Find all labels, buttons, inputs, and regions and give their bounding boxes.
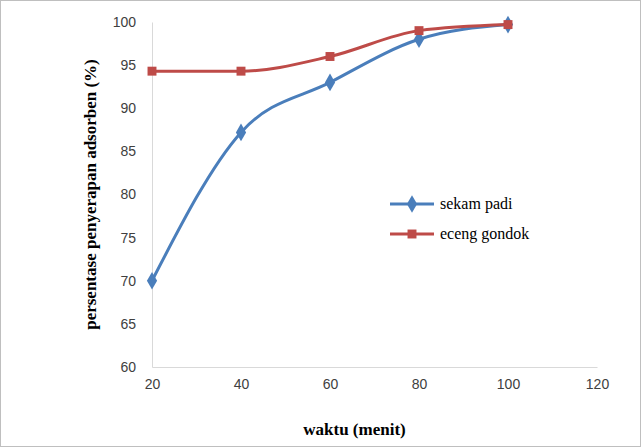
x-axis-title: waktu (menit) bbox=[303, 420, 405, 439]
series-marker bbox=[504, 20, 513, 29]
x-tick-label: 80 bbox=[412, 376, 428, 392]
legend-marker bbox=[407, 195, 417, 213]
y-tick-label: 65 bbox=[120, 316, 136, 332]
y-tick-label: 60 bbox=[120, 359, 136, 375]
x-tick-label: 100 bbox=[497, 376, 521, 392]
y-axis: 60 65 70 75 80 85 90 95 100 bbox=[113, 14, 153, 375]
series-line bbox=[152, 25, 508, 281]
y-tick: 80 bbox=[120, 186, 152, 202]
legend-item: sekam padi bbox=[390, 195, 513, 213]
x-tick: 40 bbox=[234, 367, 250, 392]
x-tick: 20 bbox=[145, 367, 161, 392]
y-tick-label: 95 bbox=[120, 57, 136, 73]
marks bbox=[147, 16, 513, 290]
y-tick: 95 bbox=[120, 57, 152, 73]
y-tick-label: 100 bbox=[113, 14, 137, 30]
y-tick: 85 bbox=[120, 143, 152, 159]
x-tick: 80 bbox=[412, 367, 428, 392]
series-marker bbox=[148, 67, 157, 76]
series-marker bbox=[503, 16, 513, 34]
x-axis: 20 40 60 80 100 120 bbox=[145, 367, 610, 392]
x-tick-label: 60 bbox=[323, 376, 339, 392]
x-tick: 60 bbox=[323, 367, 339, 392]
y-tick-label: 85 bbox=[120, 143, 136, 159]
x-tick-label: 20 bbox=[145, 376, 161, 392]
chart-border bbox=[1, 1, 641, 447]
x-tick: 120 bbox=[586, 367, 610, 392]
series-marker bbox=[415, 26, 424, 35]
y-tick-label: 75 bbox=[120, 230, 136, 246]
y-tick: 65 bbox=[120, 316, 152, 332]
series-marker bbox=[147, 272, 157, 290]
series-marker bbox=[237, 67, 246, 76]
legend: sekam padi eceng gondok bbox=[390, 195, 529, 243]
x-tick: 100 bbox=[497, 367, 521, 392]
chart: 20 40 60 80 100 120 60 65 70 75 80 85 90 95 100 waktu (… bbox=[0, 0, 641, 447]
legend-marker bbox=[408, 230, 417, 239]
legend-item: eceng gondok bbox=[390, 225, 529, 243]
x-tick-label: 120 bbox=[586, 376, 610, 392]
series-line bbox=[152, 25, 508, 72]
y-tick-label: 70 bbox=[120, 273, 136, 289]
legend-label: eceng gondok bbox=[440, 225, 529, 243]
series-marker bbox=[325, 74, 335, 92]
y-tick: 60 bbox=[120, 359, 152, 375]
legend-label: sekam padi bbox=[440, 195, 513, 213]
y-tick-label: 90 bbox=[120, 100, 136, 116]
y-tick: 90 bbox=[120, 100, 152, 116]
y-tick-label: 80 bbox=[120, 186, 136, 202]
series-marker bbox=[326, 52, 335, 61]
plot: 20 40 60 80 100 120 60 65 70 75 80 85 90 95 100 bbox=[113, 14, 610, 392]
x-axis-line bbox=[153, 367, 598, 368]
y-tick: 100 bbox=[113, 14, 152, 30]
y-axis-title: persentase penyerapan adsorben (%) bbox=[81, 59, 100, 330]
x-tick-label: 40 bbox=[234, 376, 250, 392]
y-tick: 75 bbox=[120, 230, 152, 246]
series-marker bbox=[236, 124, 246, 142]
